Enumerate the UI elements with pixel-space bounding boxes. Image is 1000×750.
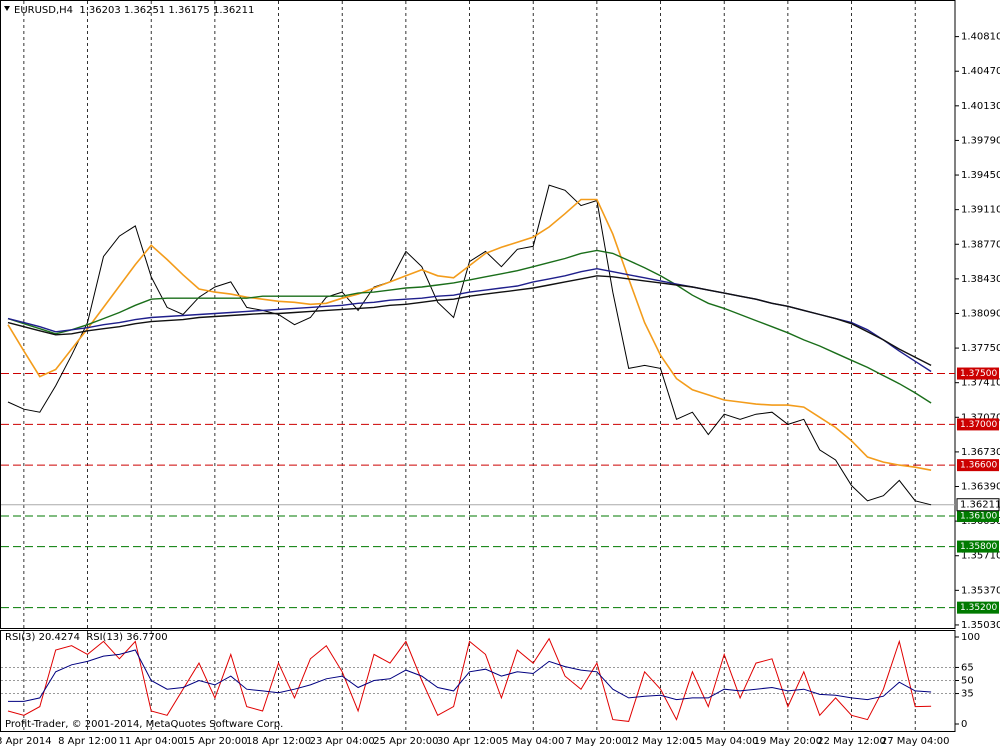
level-label: 1.36100 [960, 512, 997, 522]
series-line [7, 184, 932, 506]
y-tick-label: 1.39450 [961, 170, 1000, 181]
y-tick-label: 1.38770 [961, 239, 1000, 250]
x-tick-label: 8 Apr 12:00 [58, 736, 117, 747]
y-tick-label: 1.38090 [961, 308, 1000, 319]
level-label: 1.36600 [960, 461, 997, 471]
main-pane [0, 0, 956, 629]
y-tick-label: 100 [961, 632, 980, 643]
level-box [957, 418, 999, 431]
level-box [957, 367, 999, 380]
x-tick-label: 15 Apr 20:00 [182, 736, 247, 747]
y-tick-label: 1.40130 [961, 101, 1000, 112]
y-tick-label: 1.35030 [961, 620, 1000, 631]
x-tick-label: 5 May 04:00 [502, 736, 564, 747]
level-label: 1.35800 [960, 542, 997, 552]
y-tick-label: 1.39790 [961, 135, 1000, 146]
y-tick-label: 1.40810 [961, 32, 1000, 43]
y-tick-label: 1.36390 [961, 482, 1000, 493]
y-tick-label: 50 [961, 676, 974, 687]
series-line [7, 249, 932, 404]
y-tick-label: 1.35370 [961, 585, 1000, 596]
level-box [957, 601, 999, 614]
series-line [7, 275, 932, 367]
current-price-label: 1.36211 [960, 500, 1000, 511]
copyright: Profit-Trader, © 2001-2014, MetaQuotes S… [5, 719, 283, 730]
series-line [7, 198, 932, 471]
y-tick-label: 0 [961, 719, 967, 730]
level-box [957, 510, 999, 523]
level-label: 1.37000 [960, 420, 997, 430]
x-tick-label: 12 May 12:00 [626, 736, 695, 747]
rsi-title: RSI(3) 20.4274 RSI(13) 36.7700 [5, 632, 168, 643]
level-label: 1.37500 [960, 369, 997, 379]
y-tick-label: 35 [961, 689, 974, 700]
collapse-icon [4, 6, 10, 11]
y-tick-label: 1.36730 [961, 447, 1000, 458]
chart-title: EURUSD,H4 1.36203 1.36251 1.36175 1.3621… [14, 5, 254, 16]
x-tick-label: 25 Apr 20:00 [373, 736, 438, 747]
current-price-box [956, 498, 1000, 512]
level-label: 1.35200 [960, 603, 997, 613]
x-tick-label: 23 Apr 04:00 [310, 736, 375, 747]
y-tick-label: 1.35710 [961, 551, 1000, 562]
y-tick-label: 65 [961, 662, 974, 673]
x-tick-label: 11 Apr 04:00 [119, 736, 184, 747]
x-tick-label: 7 May 20:00 [566, 736, 628, 747]
y-tick-label: 1.38430 [961, 274, 1000, 285]
x-tick-label: 30 Apr 12:00 [437, 736, 502, 747]
series-line [8, 649, 932, 702]
y-tick-label: 1.39110 [961, 205, 1000, 216]
series-line [7, 637, 932, 722]
level-box [957, 459, 999, 472]
x-tick-label: 3 Apr 2014 [0, 736, 52, 747]
y-tick-label: 1.37750 [961, 343, 1000, 354]
x-tick-label: 18 Apr 12:00 [246, 736, 311, 747]
x-tick-label: 27 May 04:00 [881, 736, 950, 747]
y-tick-label: 1.40470 [961, 66, 1000, 77]
x-tick-label: 15 May 04:00 [690, 736, 759, 747]
y-tick-label: 1.37410 [961, 378, 1000, 389]
x-tick-label: 19 May 20:00 [754, 736, 823, 747]
level-box [957, 540, 999, 553]
y-tick-label: 1.37070 [961, 412, 1000, 423]
x-tick-label: 22 May 12:00 [817, 736, 886, 747]
